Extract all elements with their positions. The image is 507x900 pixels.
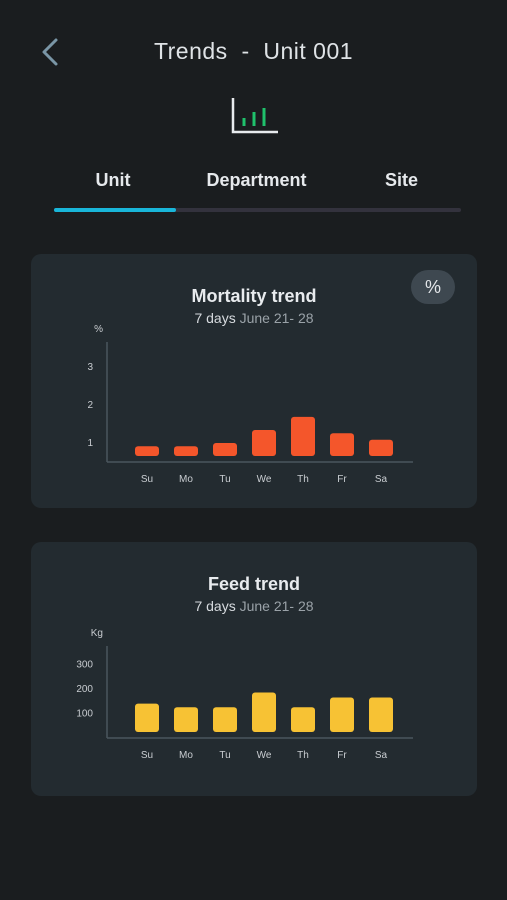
- tab-unit[interactable]: Unit: [95, 170, 131, 190]
- mortality-bar-fr: [330, 433, 354, 456]
- feed-x-tick-tu: Tu: [219, 750, 230, 761]
- tab-track: [54, 208, 461, 212]
- mortality-y-tick-2: 2: [87, 400, 93, 411]
- mortality-x-tick-mo: Mo: [179, 474, 193, 485]
- feed-x-tick-mo: Mo: [179, 750, 193, 761]
- mortality-y-tick-3: 3: [87, 362, 93, 373]
- mortality-title: Mortality trend: [191, 286, 317, 306]
- active-tab-indicator: [54, 208, 176, 212]
- page-title: Trends - Unit 001: [153, 38, 354, 64]
- mortality-x-tick-tu: Tu: [219, 474, 230, 485]
- feed-x-tick-th: Th: [297, 750, 309, 761]
- back-button[interactable]: [36, 34, 68, 70]
- mortality-x-tick-th: Th: [297, 474, 309, 485]
- feed-y-axis-label: Kg: [91, 628, 103, 639]
- feed-x-tick-sa: Sa: [375, 750, 388, 761]
- feed-bar-we: [252, 692, 276, 732]
- percent-toggle-button[interactable]: %: [411, 270, 455, 304]
- feed-period: 7 days June 21- 28: [31, 598, 477, 614]
- mortality-bar-su: [135, 446, 159, 456]
- chevron-left-icon: [42, 38, 58, 66]
- feed-chart: Kg 100 200 300 Su Mo Tu We Th Fr Sa: [76, 628, 413, 761]
- mortality-bar-th: [291, 416, 315, 456]
- mortality-bar-we: [252, 429, 276, 456]
- feed-period-range: June 21- 28: [239, 598, 314, 614]
- mortality-y-axis-label: %: [94, 324, 103, 335]
- feed-bar-fr: [330, 697, 354, 732]
- feed-bar-tu: [213, 707, 237, 732]
- feed-title: Feed trend: [207, 574, 300, 594]
- mortality-x-tick-fr: Fr: [337, 474, 347, 485]
- tab-department[interactable]: Department: [206, 170, 307, 190]
- feed-x-tick-su: Su: [141, 750, 153, 761]
- feed-bar-mo: [174, 707, 198, 732]
- bar-chart-icon: [231, 98, 278, 134]
- mortality-bar-mo: [174, 446, 198, 456]
- feed-x-tick-we: We: [257, 750, 272, 761]
- mortality-bar-tu: [213, 442, 237, 456]
- mortality-period: 7 days June 21- 28: [31, 310, 477, 326]
- tab-bar: Unit Department Site: [54, 160, 461, 216]
- header: Trends - Unit 001: [0, 0, 507, 100]
- feed-bar-sa: [369, 697, 393, 732]
- mortality-card: Mortality trend 7 days June 21- 28 % % 1 2…: [31, 254, 477, 508]
- tab-site[interactable]: Site: [384, 170, 418, 190]
- mortality-bar-sa: [369, 439, 393, 456]
- feed-y-tick-300: 300: [76, 659, 93, 670]
- mortality-period-range: June 21- 28: [239, 310, 314, 326]
- mortality-chart: % 1 2 3 Su Mo Tu We Th Fr Sa: [87, 324, 413, 485]
- feed-y-tick-100: 100: [76, 708, 93, 719]
- mortality-period-days: 7 days: [194, 310, 236, 326]
- feed-y-tick-200: 200: [76, 684, 93, 695]
- feed-period-days: 7 days: [194, 598, 236, 614]
- feed-card: Feed trend 7 days June 21- 28 Kg 100 200 30…: [31, 542, 477, 796]
- mortality-x-tick-su: Su: [141, 474, 153, 485]
- mortality-y-tick-1: 1: [87, 438, 93, 449]
- feed-x-tick-fr: Fr: [337, 750, 347, 761]
- feed-bar-su: [135, 703, 159, 732]
- feed-bar-th: [291, 707, 315, 732]
- mortality-x-tick-we: We: [257, 474, 272, 485]
- mortality-x-tick-sa: Sa: [375, 474, 388, 485]
